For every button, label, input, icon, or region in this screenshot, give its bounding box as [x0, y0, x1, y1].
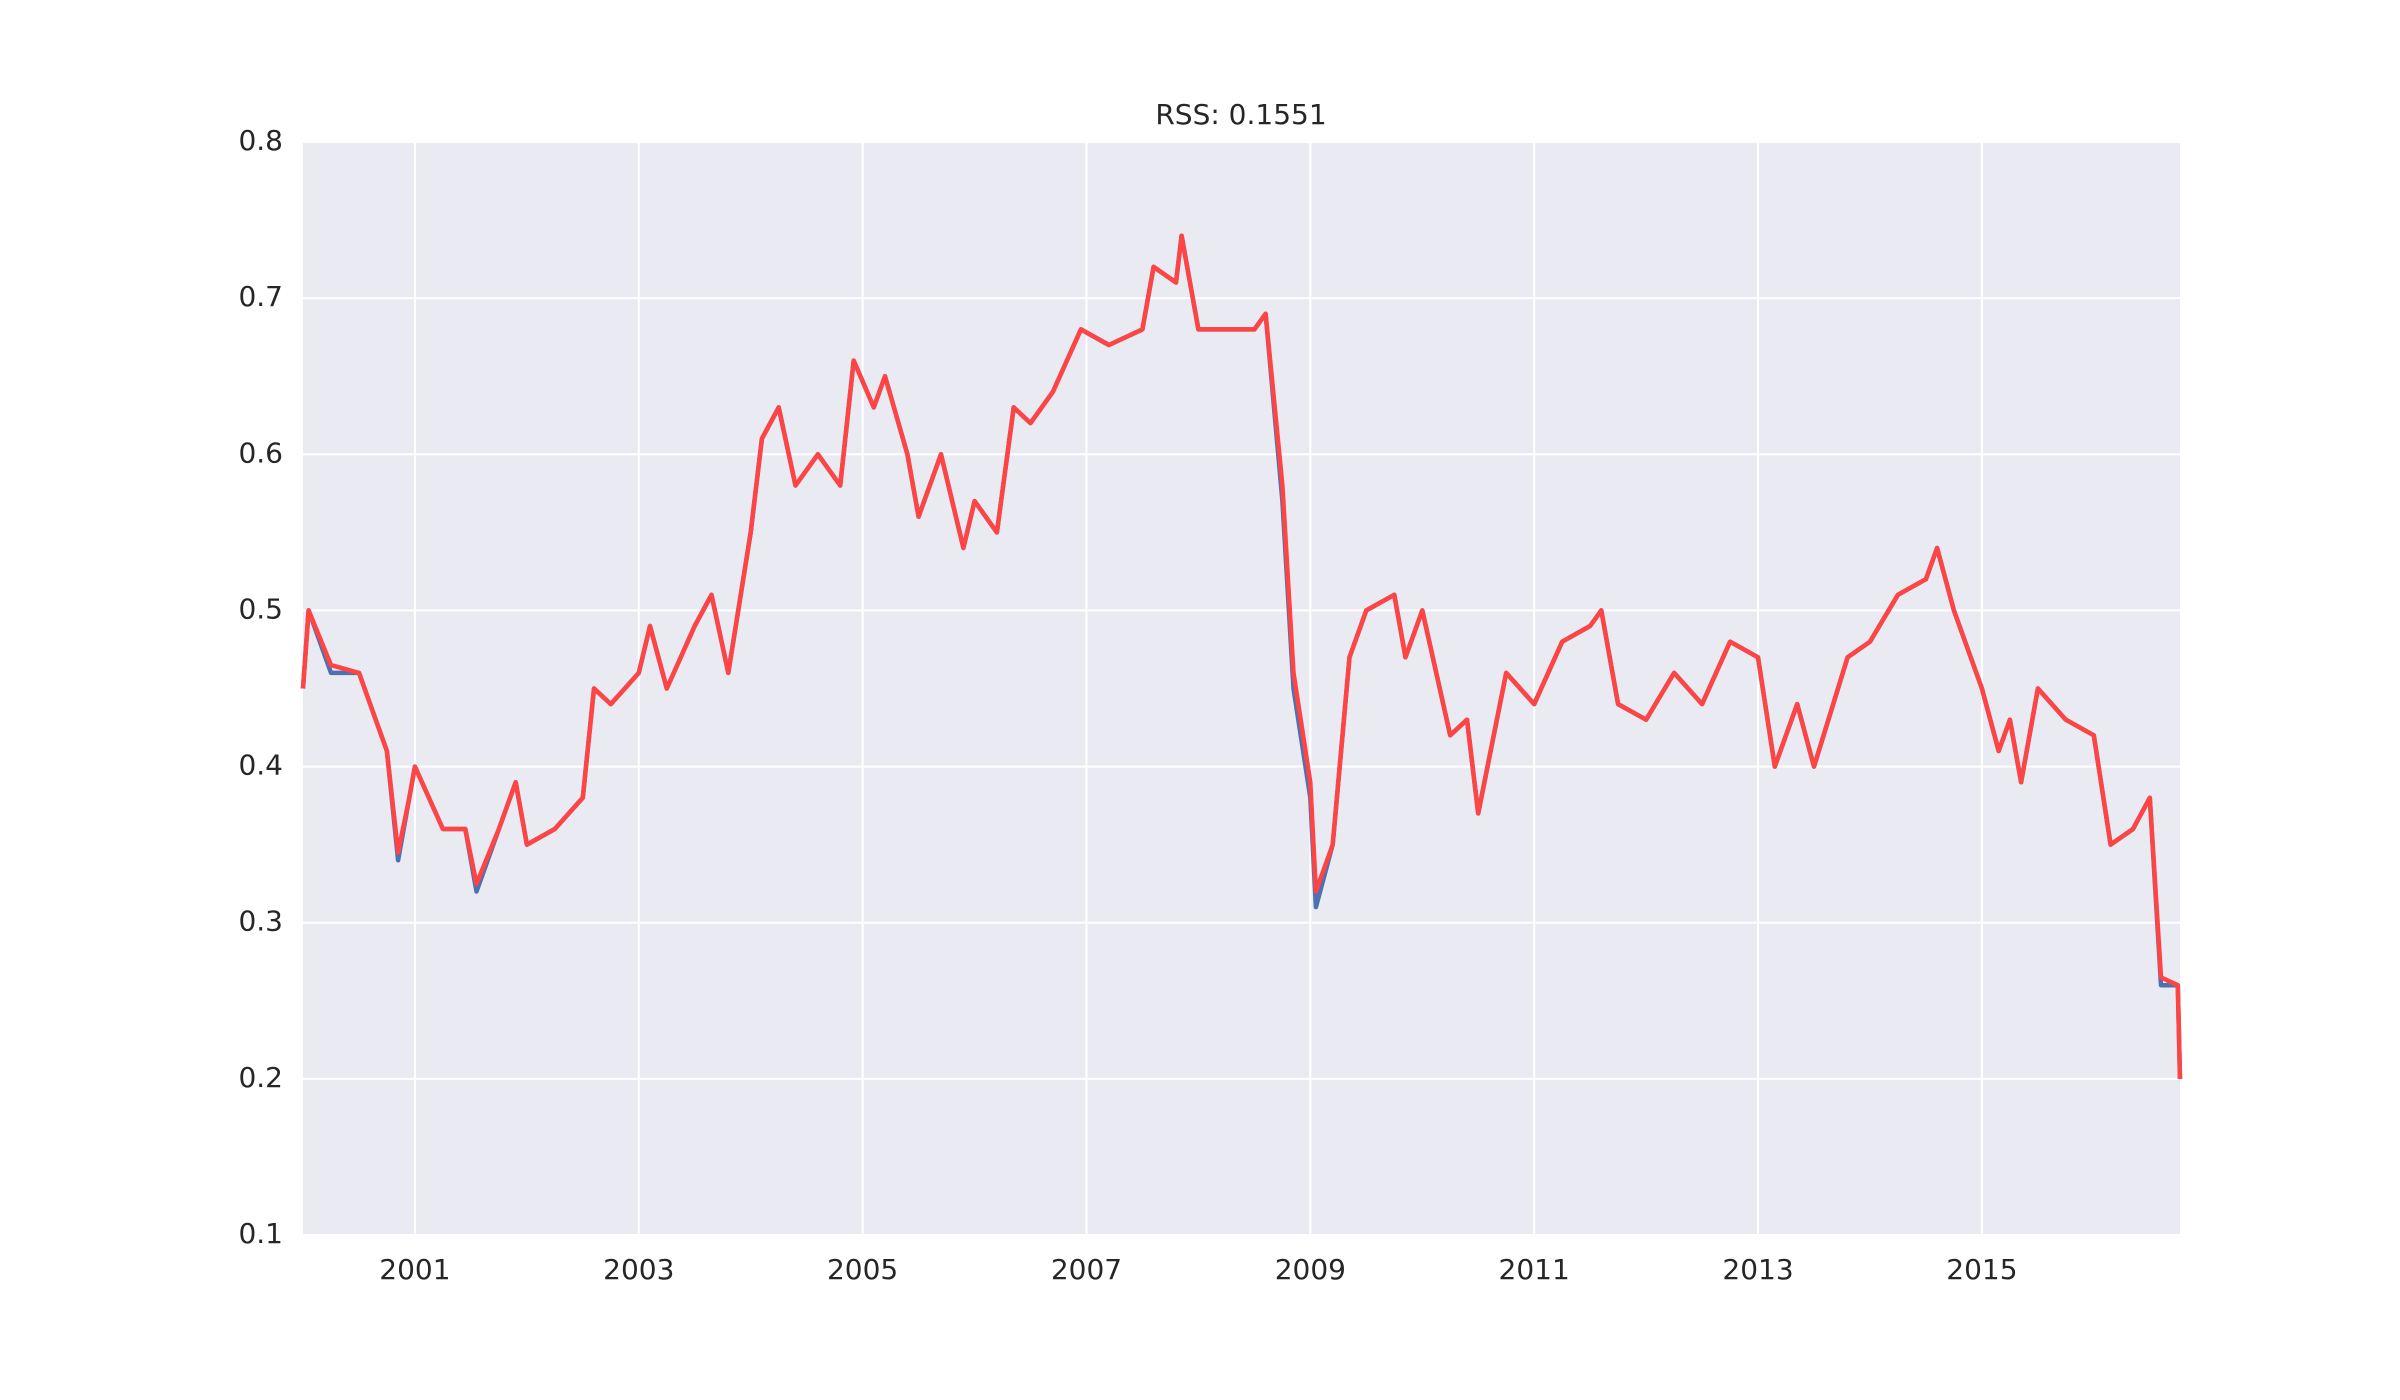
y-tick-label: 0.6 [238, 436, 283, 469]
x-tick-label: 2015 [1946, 1253, 2017, 1286]
line-series [300, 233, 2183, 1079]
x-tick-label: 2005 [827, 1253, 898, 1286]
y-tick-label: 0.7 [238, 280, 283, 313]
y-tick-label: 0.5 [238, 592, 283, 625]
x-tick-label: 2009 [1275, 1253, 1346, 1286]
y-tick-label: 0.4 [238, 749, 283, 782]
x-tick-label: 2011 [1499, 1253, 1570, 1286]
chart-title: RSS: 0.1551 [1155, 98, 1326, 131]
y-tick-label: 0.1 [238, 1217, 283, 1250]
plot-area [303, 142, 2180, 1235]
x-tick-label: 2003 [603, 1253, 674, 1286]
y-tick-label: 0.2 [238, 1061, 283, 1094]
x-tick-label: 2007 [1051, 1253, 1122, 1286]
y-tick-label: 0.8 [238, 124, 283, 157]
x-tick-label: 2013 [1722, 1253, 1793, 1286]
y-tick-label: 0.3 [238, 905, 283, 938]
x-tick-label: 2001 [379, 1253, 450, 1286]
